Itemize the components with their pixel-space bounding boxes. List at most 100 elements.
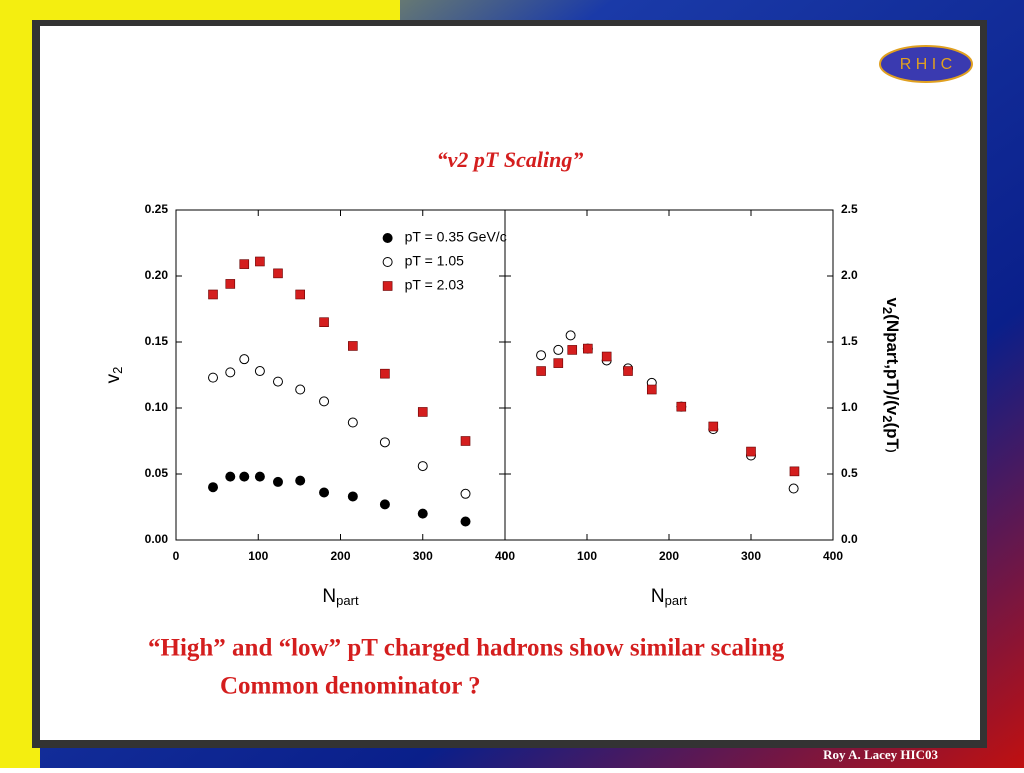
marker bbox=[553, 344, 564, 355]
marker bbox=[347, 491, 358, 502]
axis-label: Npart bbox=[322, 586, 359, 608]
label-part: ) bbox=[885, 449, 897, 453]
marker bbox=[417, 461, 428, 472]
legend-label: pT = 2.03 bbox=[405, 277, 465, 293]
marker bbox=[417, 407, 428, 417]
x-tick-label: 300 bbox=[413, 549, 433, 563]
marker bbox=[623, 366, 633, 376]
marker bbox=[319, 487, 330, 498]
slide-title: “v2 pT Scaling” bbox=[437, 147, 584, 172]
marker bbox=[319, 396, 330, 407]
logo-text: R H I C bbox=[900, 56, 952, 73]
label-part: 2 bbox=[880, 307, 895, 314]
marker bbox=[583, 343, 593, 354]
marker bbox=[676, 401, 687, 412]
marker bbox=[254, 366, 265, 377]
x-tick-label: 400 bbox=[495, 549, 515, 563]
marker bbox=[208, 372, 219, 383]
marker bbox=[272, 476, 283, 487]
y-tick-label: 0.20 bbox=[145, 268, 169, 282]
x-tick-label: 400 bbox=[823, 549, 843, 563]
marker bbox=[460, 436, 471, 446]
charts: 0 100 200 300 400 0.00 0.05 0.10 0.15 0.20 0.25 Npa… bbox=[103, 202, 902, 608]
legend-marker bbox=[382, 257, 393, 267]
marker bbox=[788, 483, 799, 494]
marker bbox=[567, 345, 578, 355]
marker bbox=[225, 471, 236, 482]
x-tick-label: 300 bbox=[741, 549, 761, 563]
marker bbox=[460, 516, 471, 527]
marker bbox=[239, 471, 250, 482]
marker bbox=[536, 350, 547, 361]
marker bbox=[746, 446, 756, 457]
x-tick-label: 100 bbox=[248, 549, 268, 563]
marker bbox=[553, 358, 564, 368]
marker bbox=[536, 366, 546, 376]
label-part: v bbox=[883, 297, 902, 307]
y-tick-label: 0.00 bbox=[145, 532, 169, 546]
marker bbox=[379, 437, 390, 448]
label-part: 2 bbox=[110, 367, 125, 374]
label-part: (Npart,pT)/(v bbox=[883, 314, 902, 416]
y-tick-label: 0.25 bbox=[145, 202, 169, 216]
marker bbox=[272, 376, 283, 387]
marker bbox=[239, 354, 250, 365]
marker bbox=[239, 259, 250, 269]
panel bbox=[40, 26, 980, 740]
legend-label: pT = 1.05 bbox=[405, 253, 465, 269]
legend-label: pT = 0.35 GeV/c bbox=[405, 229, 507, 245]
marker bbox=[347, 417, 358, 428]
y-tick-label: 0.10 bbox=[145, 400, 169, 414]
text-line: Common denominator ? bbox=[220, 673, 481, 700]
marker bbox=[208, 289, 218, 300]
text-line: “High” and “low” pT charged hadrons show… bbox=[148, 635, 785, 662]
axis-label: Npart bbox=[651, 586, 688, 608]
marker bbox=[208, 482, 219, 493]
marker bbox=[708, 421, 719, 432]
legend-marker bbox=[382, 281, 393, 291]
marker bbox=[379, 499, 390, 510]
y-tick-label: 0.5 bbox=[841, 466, 858, 480]
legend-marker bbox=[382, 233, 393, 243]
label-part: v bbox=[103, 373, 124, 383]
label-part: 2 bbox=[880, 415, 895, 422]
marker bbox=[295, 475, 306, 486]
label-part: N bbox=[322, 586, 336, 607]
axis-label: v2 bbox=[103, 367, 125, 384]
marker bbox=[460, 488, 471, 499]
x-tick-label: 0 bbox=[173, 549, 180, 563]
marker bbox=[380, 368, 390, 379]
label-part: (pT bbox=[883, 422, 902, 449]
marker bbox=[565, 330, 576, 341]
marker bbox=[348, 341, 358, 351]
y-tick-label: 0.15 bbox=[145, 334, 169, 348]
y-tick-label: 2.0 bbox=[841, 268, 858, 282]
label-part: N bbox=[651, 586, 665, 607]
x-tick-label: 100 bbox=[577, 549, 597, 563]
marker bbox=[417, 508, 428, 519]
x-tick-label: 200 bbox=[659, 549, 679, 563]
marker bbox=[789, 466, 800, 477]
footer: Roy A. Lacey HIC03 bbox=[823, 747, 938, 762]
marker bbox=[601, 351, 612, 362]
x-tick-label: 0 bbox=[502, 549, 509, 563]
logo bbox=[879, 45, 973, 83]
marker bbox=[255, 256, 265, 267]
marker bbox=[273, 268, 283, 279]
y-tick-label: 2.5 bbox=[841, 202, 858, 216]
marker bbox=[295, 384, 306, 395]
x-tick-label: 200 bbox=[330, 549, 350, 563]
marker bbox=[319, 317, 329, 328]
y-tick-label: 1.5 bbox=[841, 334, 858, 348]
y-tick-label: 1.0 bbox=[841, 400, 858, 414]
y-tick-label: 0.05 bbox=[145, 466, 169, 480]
marker bbox=[295, 289, 305, 300]
label-part: part bbox=[336, 593, 359, 608]
label-part: part bbox=[665, 593, 688, 608]
band bbox=[0, 0, 400, 20]
marker bbox=[646, 384, 657, 395]
axis-label: v2(Npart,pT)/(v2(pT) bbox=[880, 297, 902, 452]
marker bbox=[254, 471, 265, 482]
marker bbox=[225, 367, 236, 378]
